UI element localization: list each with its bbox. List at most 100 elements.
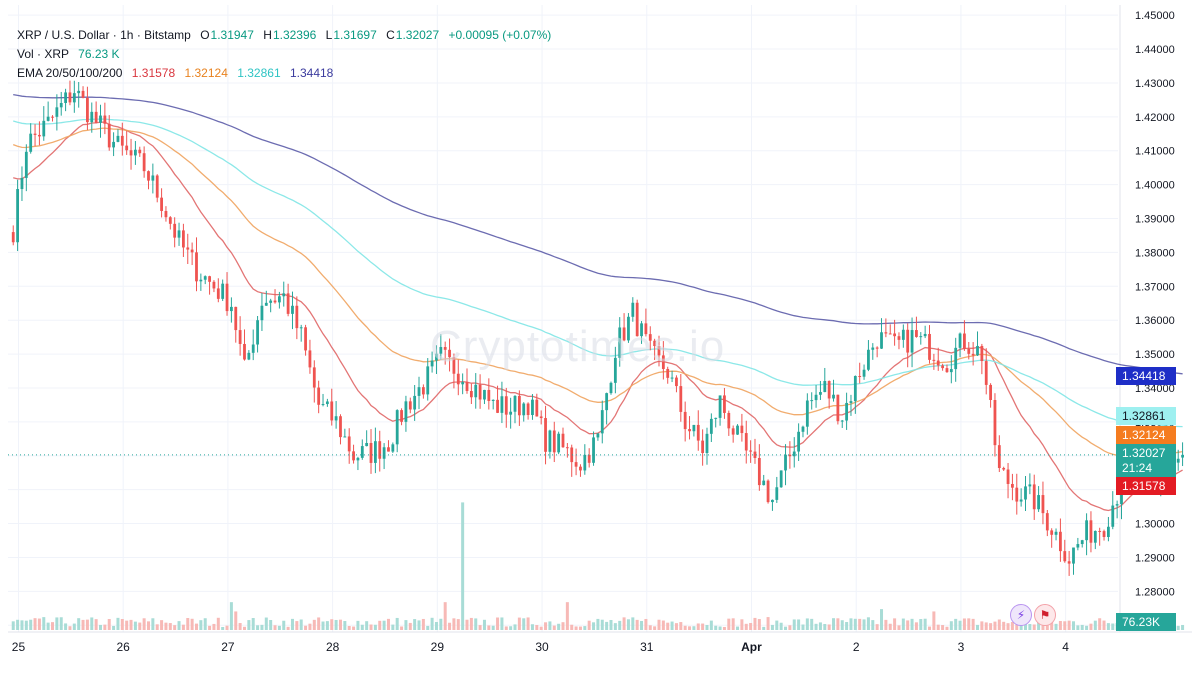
ema200-value: 1.34418 [289,66,334,80]
volume-bar [391,624,395,630]
volume-bar [648,625,652,630]
candle-body [762,480,766,486]
candle-body [744,433,748,451]
candle-body [138,149,142,154]
candle-body [539,416,543,419]
candle-body [1063,551,1067,562]
volume-bar [517,617,521,630]
candle-body [727,412,731,429]
volume-bar [29,619,33,630]
candle-body [509,411,513,415]
volume-bar [871,620,875,630]
candle-body [814,394,818,401]
candle-body [753,451,757,458]
candle-body [574,462,578,467]
candle-body [757,457,761,486]
candle-body [967,348,971,354]
candle-body [496,399,499,413]
x-tick-label: 4 [1062,640,1069,654]
x-tick-label: 25 [12,640,26,654]
volume-bar [901,618,905,630]
volume-bar [701,623,705,630]
candle-body [701,440,705,454]
candle-body [212,281,216,289]
volume-bar [731,618,735,630]
volume-bar [923,618,927,630]
volume-bar [757,619,761,630]
candle-body [1045,513,1049,531]
x-tick-label: 3 [958,640,965,654]
candle-body [980,345,984,362]
candle-body [238,330,242,344]
volume-bar [264,617,268,630]
candle-body [491,399,495,401]
flag-icon[interactable]: ⚑ [1034,604,1056,626]
candle-body [190,249,194,253]
candle-body [1072,547,1075,564]
price-badge: 1.32027 21:24 [1116,444,1176,478]
candle-body [1002,467,1006,470]
volume-bar [557,623,561,630]
candle-body [552,430,556,453]
candle-body [1098,530,1102,532]
candle-body [723,395,726,413]
volume-bar [596,618,600,630]
candle-body [823,381,827,393]
candle-body [243,343,246,360]
volume-bar [788,625,792,630]
candle-body [858,376,862,378]
candle-body [570,447,574,463]
candle-body [880,332,883,349]
candle-body [1054,531,1058,535]
candle-body [1032,484,1036,510]
candle-body [696,424,700,441]
volume-bar [421,618,425,630]
ema-label[interactable]: EMA 20/50/100/200 [17,66,123,80]
volume-badge: 76.23K [1116,613,1176,631]
candle-body [129,150,133,156]
candle-body [984,361,988,385]
volume-bar [513,624,517,630]
volume-bar [347,625,351,630]
candle-body [718,395,722,418]
candle-body [683,411,687,430]
candle-body [1111,505,1115,527]
candle-body [600,410,604,434]
volume-bar [958,620,962,630]
candle-body [775,487,779,500]
candle-body [535,399,539,417]
volume-value: 76.23 K [78,47,120,61]
candle-body [522,403,526,416]
symbol-label[interactable]: XRP / U.S. Dollar · 1h · Bitstamp [17,28,191,42]
candle-body [317,387,321,405]
volume-bar [212,623,216,630]
volume-bar [203,618,207,630]
volume-bar [740,619,744,630]
volume-bar [548,621,552,630]
volume-label[interactable]: Vol · XRP [17,47,69,61]
lightning-icon[interactable]: ⚡ [1010,604,1032,626]
volume-bar [64,623,68,630]
volume-bar [20,620,24,630]
candle-body [247,352,251,360]
volume-bar [173,625,177,630]
volume-bar [151,618,155,630]
volume-bar [373,624,377,630]
volume-bar [408,622,412,630]
volume-bar [993,621,997,630]
candle-body [81,90,85,98]
volume-bar [893,618,897,630]
candle-body [627,316,630,341]
volume-bar [718,626,722,630]
candle-body [622,327,626,341]
candle-body [771,499,774,503]
candle-body [465,382,469,392]
volume-bar [90,617,94,630]
candle-body [709,418,713,434]
y-tick-label: 1.38000 [1135,247,1175,259]
candle-body [343,436,347,438]
volume-bar [605,621,609,630]
candle-body [862,369,866,377]
candle-body [72,93,76,103]
